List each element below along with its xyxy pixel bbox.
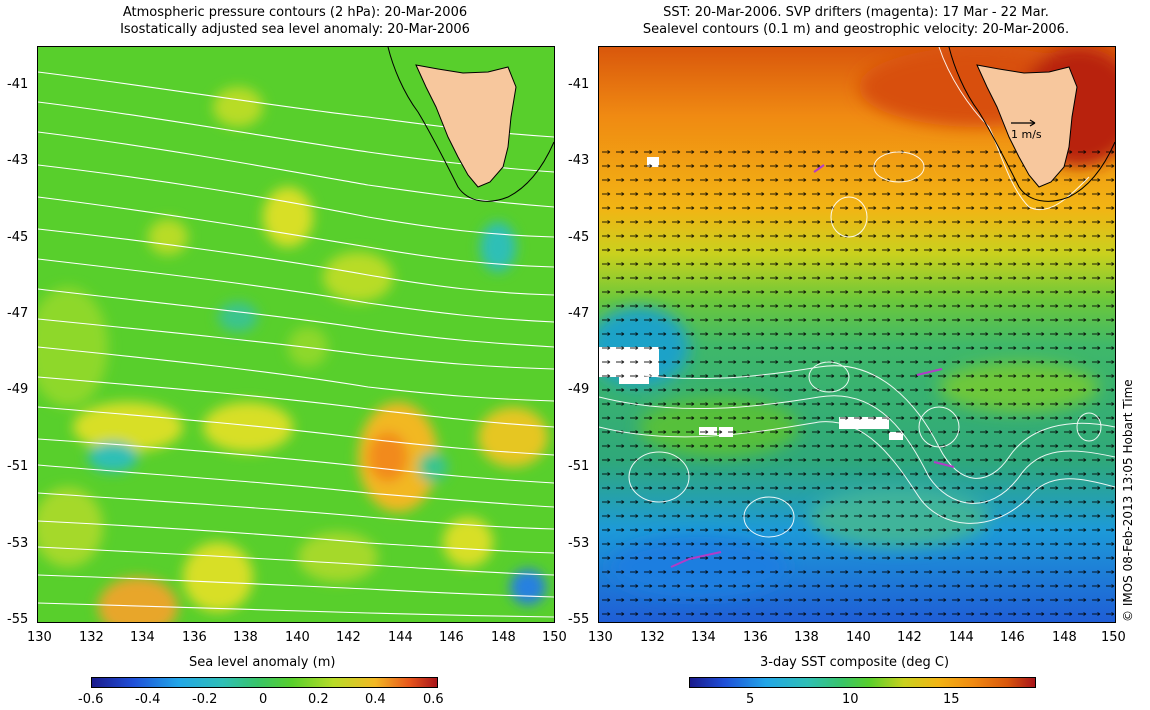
lon-label: 134 [691,630,716,645]
lat-label: -49 [568,382,590,397]
lon-label: 142 [897,630,922,645]
colorbar-tick: 0.6 [423,692,444,707]
right-title-line1: SST: 20-Mar-2006. SVP drifters (magenta)… [663,5,1049,20]
sla-map-svg [38,47,554,622]
lat-label: -51 [7,459,29,474]
lat-label: -49 [7,382,29,397]
right-colorbar-title: 3-day SST composite (deg C) [760,655,950,670]
lat-label: -53 [568,536,590,551]
lon-label: 150 [542,630,567,645]
lon-label: 144 [949,630,974,645]
colorbar-tick: 0.2 [308,692,329,707]
lat-label: -41 [7,77,29,92]
lat-label: -43 [7,153,29,168]
lat-label: -47 [568,306,590,321]
right-title-line2: Sealevel contours (0.1 m) and geostrophi… [642,22,1070,37]
lat-label: -51 [568,459,590,474]
colorbar-tick: 10 [842,692,859,707]
sea-level-anomaly-map [37,46,555,623]
colorbar-tick: 0 [259,692,268,707]
lat-label: -53 [7,536,29,551]
sla-colorbar [91,677,438,688]
velocity-scale-label: 1 m/s [1011,128,1042,141]
colorbar-tick: -0.6 [78,692,104,707]
sst-map-svg: 1 m/s [599,47,1115,622]
lon-label: 146 [439,630,464,645]
lon-label: 138 [233,630,258,645]
velocity-arrows [599,147,1115,622]
lat-label: -55 [568,612,590,627]
lon-label: 130 [27,630,52,645]
imos-credit: © IMOS 08-Feb-2013 13:05 Hobart Time [1121,379,1135,622]
lon-label: 138 [794,630,819,645]
coastline-tasmania-sst [948,47,1115,202]
lon-label: 130 [588,630,613,645]
lat-label: -45 [7,230,29,245]
lon-label: 148 [1052,630,1077,645]
left-title-line1: Atmospheric pressure contours (2 hPa): 2… [122,5,468,20]
drifter-tracks [670,164,955,568]
lon-label: 148 [491,630,516,645]
sst-colorbar [689,677,1036,688]
colorbar-tick: 0.4 [365,692,386,707]
lon-label: 140 [846,630,871,645]
colorbar-tick: 5 [746,692,755,707]
velocity-scale-arrow [1011,119,1036,127]
lon-label: 132 [79,630,104,645]
lon-label: 134 [130,630,155,645]
lon-label: 144 [388,630,413,645]
coastline-tasmania [387,47,554,202]
lon-label: 146 [1000,630,1025,645]
lat-label: -43 [568,153,590,168]
lon-label: 136 [182,630,207,645]
sea-level-contours [599,47,1115,538]
colorbar-tick: -0.4 [135,692,161,707]
colorbar-tick: 15 [943,692,960,707]
lon-label: 140 [285,630,310,645]
lat-label: -47 [7,306,29,321]
left-title-line2: Isostatically adjusted sea level anomaly… [120,22,470,37]
lon-label: 150 [1101,630,1126,645]
lon-label: 132 [640,630,665,645]
lat-label: -45 [568,230,590,245]
lon-label: 136 [743,630,768,645]
lat-label: -55 [7,612,29,627]
lon-label: 142 [336,630,361,645]
lat-label: -41 [568,77,590,92]
colorbar-tick: -0.2 [192,692,218,707]
left-colorbar-title: Sea level anomaly (m) [189,655,336,670]
sst-map: 1 m/s [598,46,1116,623]
